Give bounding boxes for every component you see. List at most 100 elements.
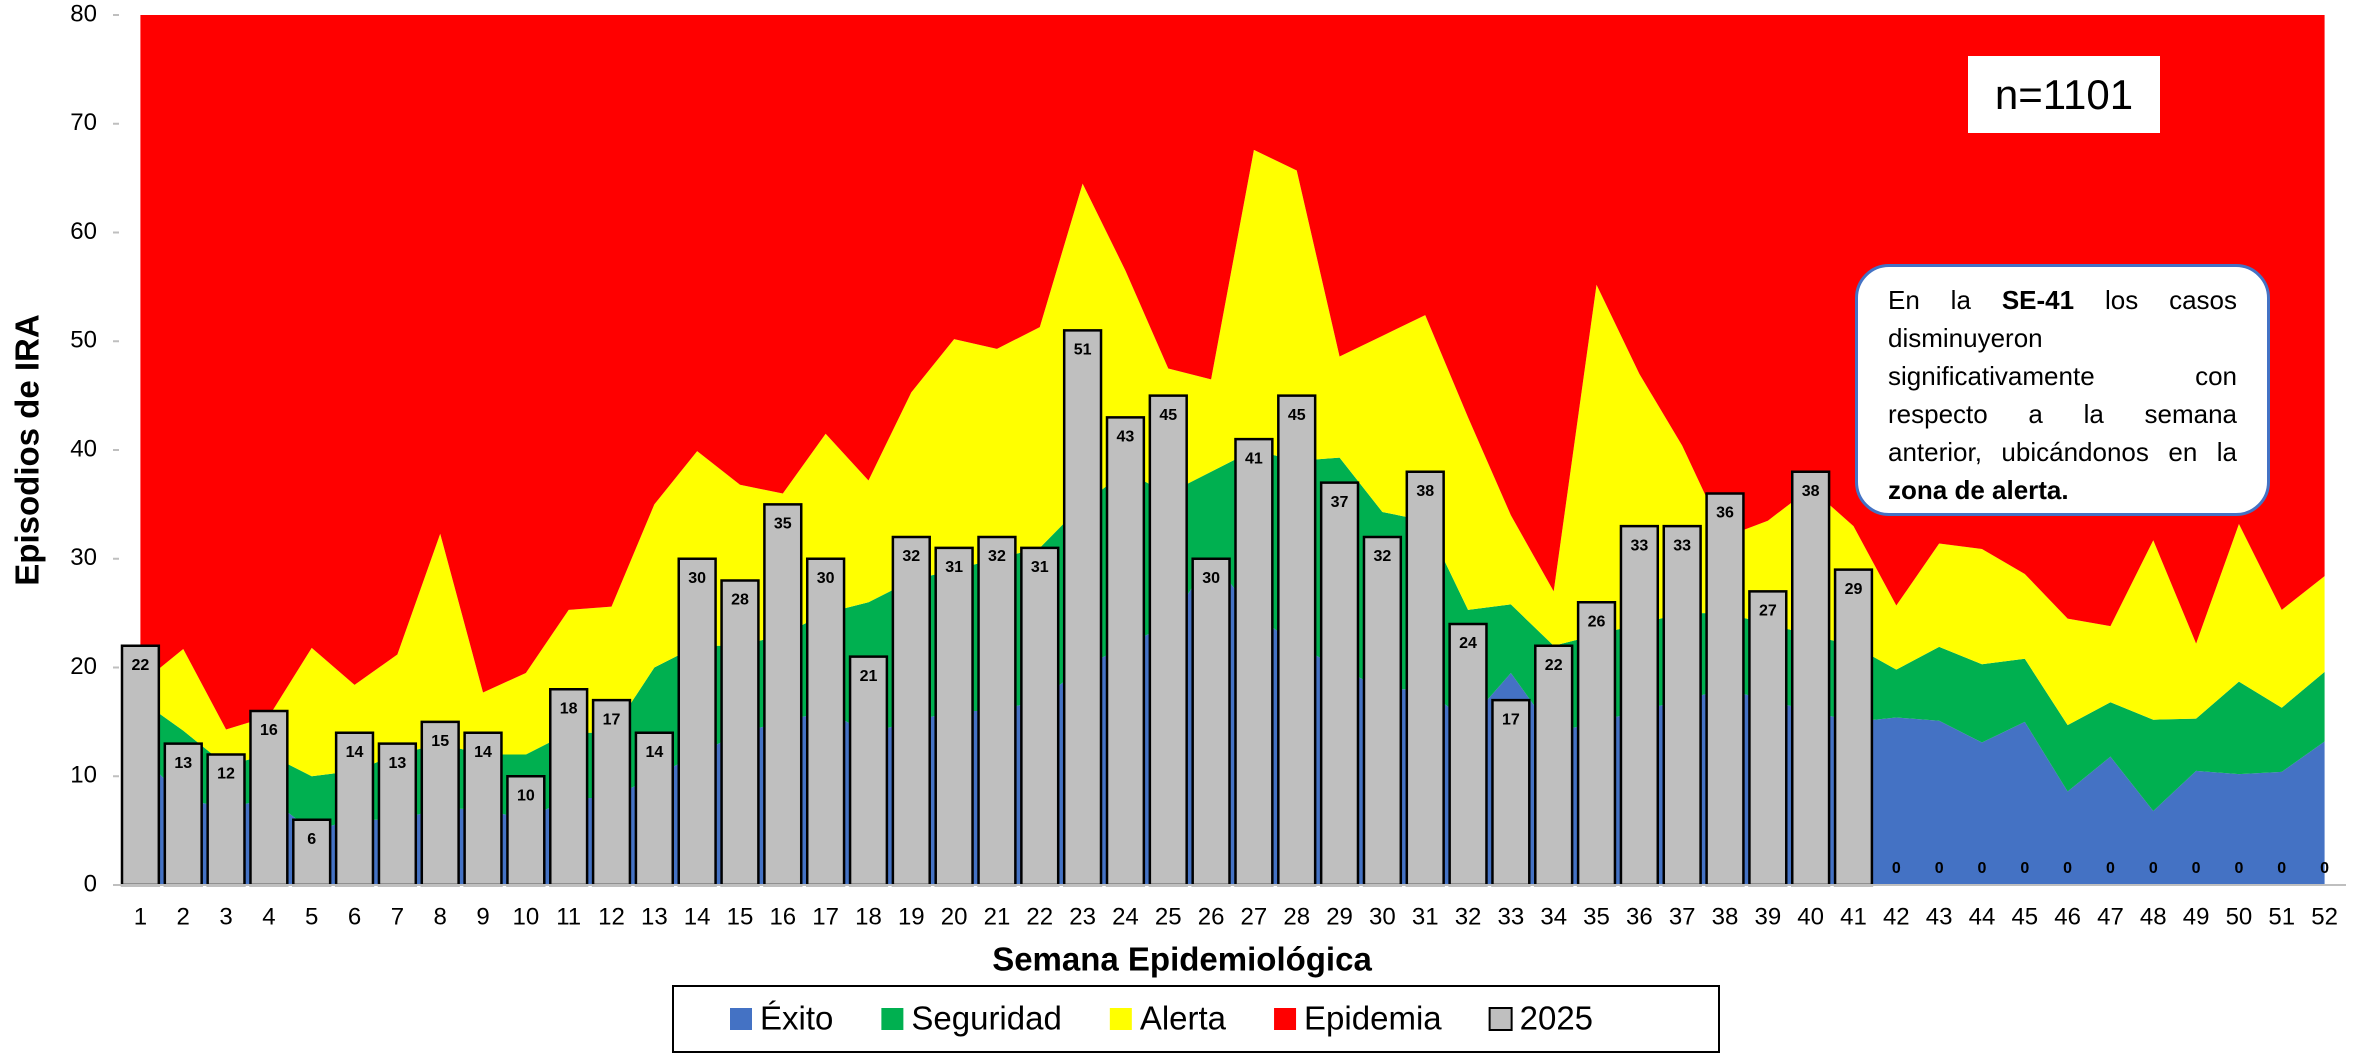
bar-label: 6 <box>307 831 316 848</box>
x-tick-label: 31 <box>1412 903 1439 930</box>
bar <box>634 731 675 887</box>
x-tick-label: 45 <box>2011 903 2038 930</box>
x-tick-label: 52 <box>2311 903 2338 930</box>
bar <box>805 557 846 887</box>
bar <box>292 818 332 887</box>
bar-label: 0 <box>1892 860 1901 877</box>
legend-box <box>672 985 1720 1053</box>
x-tick-label: 23 <box>1069 903 1096 930</box>
x-tick-label: 29 <box>1326 903 1353 930</box>
legend-item: Seguridad <box>881 1000 1062 1037</box>
y-axis-title: Episodios de IRA <box>9 314 46 585</box>
bar <box>1319 481 1360 887</box>
y-tick-label: 70 <box>70 109 97 136</box>
bar-label: 30 <box>688 570 706 587</box>
legend-swatch <box>1109 1008 1132 1030</box>
bar-label: 37 <box>1331 494 1349 511</box>
bar-label: 22 <box>132 657 150 674</box>
bar-label: 16 <box>260 722 278 739</box>
x-tick-label: 14 <box>684 903 711 930</box>
bar <box>848 655 889 887</box>
x-tick-label: 41 <box>1840 903 1867 930</box>
x-tick-label: 17 <box>812 903 839 930</box>
bar-label: 29 <box>1845 581 1863 598</box>
x-tick-label: 11 <box>556 903 581 930</box>
area-3 <box>140 15 2325 730</box>
bar-label: 18 <box>560 700 578 717</box>
x-tick-label: 4 <box>262 903 275 930</box>
bar <box>891 535 931 887</box>
x-tick-label: 43 <box>1926 903 1953 930</box>
bar-label: 43 <box>1117 429 1135 446</box>
bar-label: 17 <box>603 711 621 728</box>
x-tick-label: 8 <box>434 903 447 930</box>
bar-label: 0 <box>2063 860 2072 877</box>
x-tick-label: 30 <box>1369 903 1396 930</box>
x-tick-label: 50 <box>2226 903 2253 930</box>
bar-label: 21 <box>860 668 878 685</box>
bar-label: 13 <box>388 755 406 772</box>
bar <box>763 503 803 887</box>
bar <box>163 742 203 887</box>
bar <box>1148 394 1188 887</box>
x-tick-label: 34 <box>1540 903 1567 930</box>
legend-item: 2025 <box>1488 1000 1593 1037</box>
bar-label: 51 <box>1074 342 1092 359</box>
bar-label: 0 <box>2320 860 2329 877</box>
note-text: los casos disminuyeron significativament… <box>1888 285 2237 467</box>
x-tick-label: 2 <box>177 903 190 930</box>
bar-label: 33 <box>1630 537 1648 554</box>
x-tick-label: 13 <box>641 903 668 930</box>
bar-label: 0 <box>2149 860 2158 877</box>
bar <box>1576 601 1617 887</box>
bar <box>1619 524 1660 887</box>
x-tick-label: 10 <box>513 903 540 930</box>
legend-swatch <box>881 1008 904 1030</box>
bar <box>1105 416 1146 887</box>
x-tick-label: 12 <box>598 903 625 930</box>
bar-label: 0 <box>2234 860 2243 877</box>
bar <box>1062 329 1103 887</box>
bar <box>1491 698 1531 887</box>
x-tick-label: 3 <box>219 903 232 930</box>
legend-text: 2025 <box>1520 1000 1593 1037</box>
bar-label: 36 <box>1716 505 1734 522</box>
bar <box>677 557 717 887</box>
bar-label: 30 <box>1202 570 1220 587</box>
bar-label: 33 <box>1673 537 1691 554</box>
y-tick-label: 40 <box>70 435 97 462</box>
bar-label: 38 <box>1416 483 1434 500</box>
legend-text: Alerta <box>1140 1000 1227 1037</box>
x-tick-label: 28 <box>1283 903 1310 930</box>
x-tick-label: 33 <box>1498 903 1525 930</box>
bar-label: 0 <box>1978 860 1987 877</box>
legend-swatch <box>730 1008 752 1030</box>
bar-label: 12 <box>217 766 235 783</box>
bar <box>1662 524 1702 887</box>
bar-label: 13 <box>174 755 192 772</box>
x-tick-label: 9 <box>476 903 489 930</box>
legend-item: Epidemia <box>1274 1000 1442 1037</box>
bar <box>1362 535 1403 887</box>
x-tick-label: 1 <box>134 903 147 930</box>
bar-label: 14 <box>346 744 364 761</box>
bar-label: 32 <box>902 548 920 565</box>
legend-text: Epidemia <box>1304 1000 1442 1037</box>
bar <box>591 698 632 887</box>
y-tick-label: 30 <box>70 544 97 571</box>
x-tick-label: 44 <box>1969 903 1996 930</box>
bar-label: 0 <box>2192 860 2201 877</box>
x-tick-label: 49 <box>2183 903 2210 930</box>
bar <box>1191 557 1231 887</box>
bar <box>977 535 1017 887</box>
bar <box>1748 590 1788 887</box>
x-tick-label: 19 <box>898 903 925 930</box>
bar <box>720 579 760 887</box>
legend-text: Éxito <box>760 1000 833 1037</box>
bar-label: 26 <box>1588 613 1606 630</box>
note-box: En la SE-41 los casos disminuyeron signi… <box>1855 264 2270 516</box>
legend-swatch <box>1274 1008 1297 1030</box>
y-tick-label: 20 <box>70 653 97 680</box>
bar <box>1448 622 1488 887</box>
